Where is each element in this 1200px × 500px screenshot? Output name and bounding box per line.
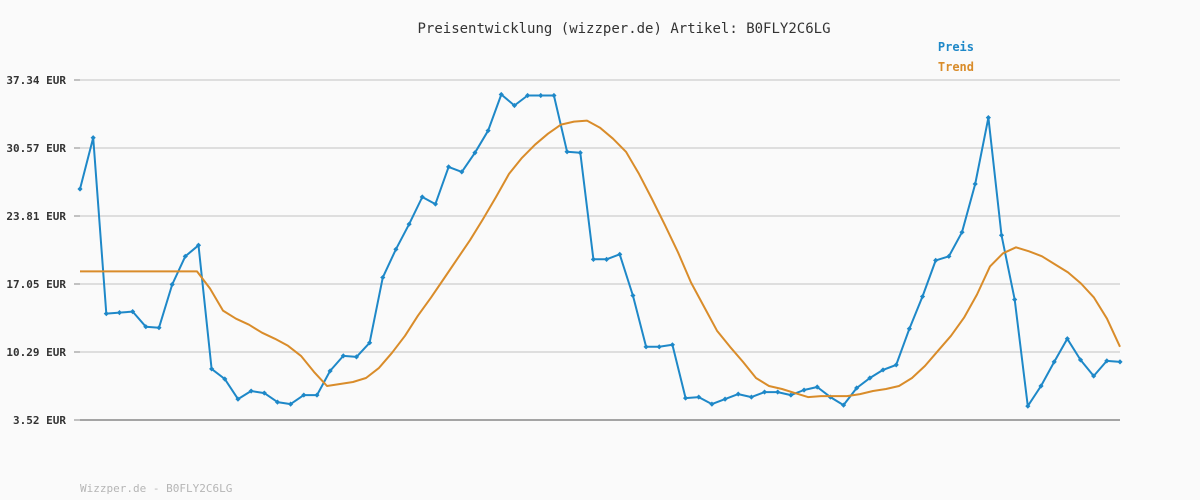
preis-point <box>630 292 636 299</box>
preis-point <box>801 387 807 393</box>
preis-point <box>209 366 215 372</box>
preis-point <box>301 392 307 398</box>
preis-point <box>195 242 202 248</box>
preis-point <box>998 232 1005 238</box>
y-axis-ticks: 37.34 EUR 30.57 EUR 23.81 EUR 17.05 EUR 10.2… <box>6 74 80 427</box>
preis-point <box>1117 359 1123 365</box>
series-group <box>77 91 1123 409</box>
preis-point <box>314 392 320 398</box>
preis-point <box>775 389 781 395</box>
preis-point <box>261 390 267 396</box>
preis-point <box>722 396 728 402</box>
preis-point <box>761 389 768 395</box>
preis-point <box>130 309 136 315</box>
preis-point <box>946 253 952 259</box>
preis-point <box>893 362 899 368</box>
preis-point <box>919 293 926 300</box>
preis-point <box>933 257 939 263</box>
y-tick-label: 30.57 EUR <box>6 142 66 155</box>
preis-point <box>90 135 96 141</box>
trend-line <box>80 119 1121 399</box>
preis-point <box>248 388 254 394</box>
preis-point <box>709 401 715 407</box>
preis-point <box>1077 357 1084 363</box>
preis-point <box>235 396 241 402</box>
preis-point <box>1038 383 1044 389</box>
preis-point <box>274 399 281 405</box>
preis-point <box>1012 296 1018 303</box>
preis-point <box>682 395 689 401</box>
y-tick-label: 10.29 EUR <box>6 346 66 359</box>
preis-point <box>788 392 794 398</box>
preis-point <box>1104 358 1110 364</box>
y-tick-label: 37.34 EUR <box>6 74 66 87</box>
footer-text: Wizzper.de - B0FLY2C6LG <box>80 482 232 495</box>
y-tick-label: 3.52 EUR <box>13 414 66 427</box>
preis-point <box>432 201 439 207</box>
preis-point <box>906 326 912 332</box>
preis-point <box>367 340 373 346</box>
preis-point <box>340 353 346 359</box>
preis-point <box>656 344 662 350</box>
preis-point <box>696 394 702 400</box>
chart-title: Preisentwicklung (wizzper.de) Artikel: B… <box>417 21 830 37</box>
preis-point <box>169 281 175 288</box>
legend-preis: Preis <box>938 40 974 54</box>
preis-point <box>840 402 847 408</box>
preis-point <box>393 246 399 252</box>
preis-point <box>77 186 83 192</box>
grid <box>80 79 1120 353</box>
preis-point <box>156 325 162 331</box>
preis-point <box>603 256 610 262</box>
preis-point <box>511 102 518 109</box>
preis-point <box>143 324 149 330</box>
legend-trend: Trend <box>938 60 974 74</box>
preis-point <box>867 375 873 381</box>
preis-point <box>1051 359 1057 365</box>
preis-point <box>1064 336 1070 342</box>
preis-point <box>854 385 860 391</box>
preis-point <box>288 401 294 407</box>
preis-point <box>116 310 123 316</box>
preis-point <box>590 256 597 262</box>
preis-point <box>1025 403 1031 409</box>
preis-point <box>353 354 360 360</box>
preis-point <box>406 221 412 227</box>
preis-point <box>459 169 465 175</box>
preis-point <box>669 342 676 348</box>
preis-point <box>1091 373 1097 379</box>
preis-point <box>643 344 649 350</box>
preis-point <box>327 368 333 374</box>
preis-point <box>735 391 741 397</box>
preis-point <box>551 92 557 99</box>
preis-point <box>959 229 965 235</box>
preis-point <box>880 367 886 373</box>
preis-point <box>485 128 491 134</box>
preis-point <box>577 150 583 156</box>
preis-point <box>446 164 452 170</box>
preis-point <box>617 251 623 257</box>
preis-point <box>103 311 109 317</box>
preis-point <box>748 394 754 400</box>
y-tick-label: 17.05 EUR <box>6 278 66 291</box>
preis-point <box>985 114 991 121</box>
preis-point <box>564 149 570 155</box>
preis-point <box>182 253 188 259</box>
preis-point <box>380 274 386 281</box>
preis-point <box>472 150 478 156</box>
y-tick-label: 23.81 EUR <box>6 210 66 223</box>
preis-point <box>498 91 504 98</box>
preis-point <box>972 181 978 187</box>
preis-point <box>538 92 544 99</box>
preis-point <box>222 376 228 382</box>
preis-point <box>524 92 531 99</box>
preis-point <box>419 194 425 200</box>
preis-point <box>814 384 820 390</box>
